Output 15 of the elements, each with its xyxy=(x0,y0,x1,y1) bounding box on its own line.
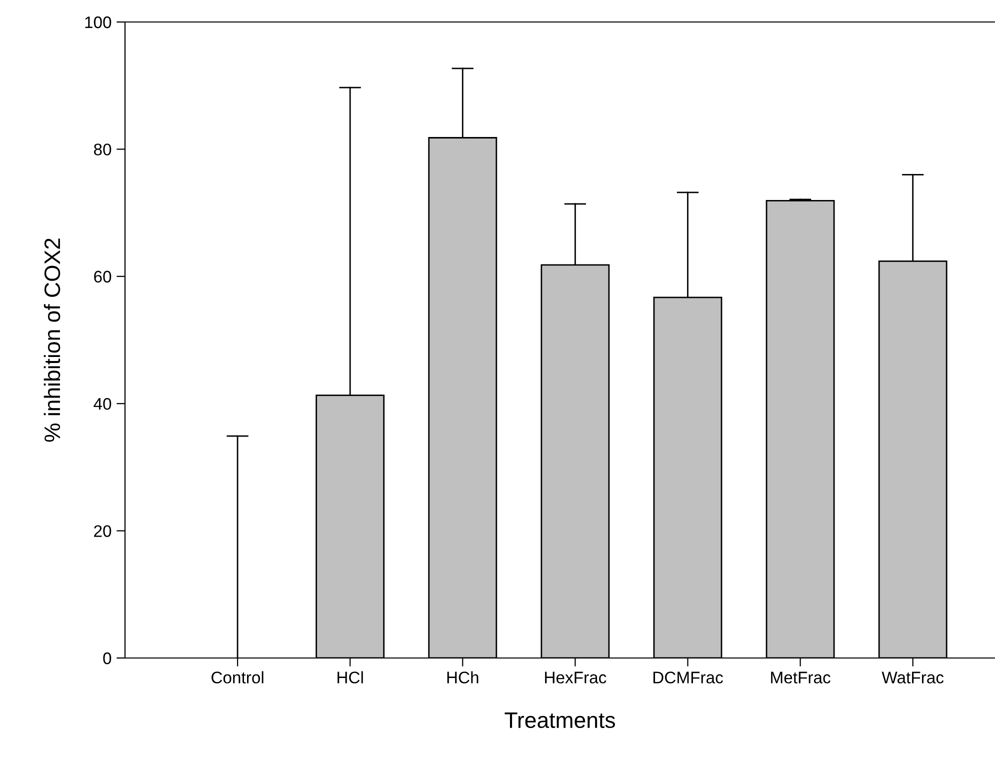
x-tick-label: WatFrac xyxy=(882,672,944,684)
y-tick-label: 40 xyxy=(94,398,112,410)
x-tick-label: DCMFrac xyxy=(653,672,723,684)
x-tick-label: MetFrac xyxy=(771,672,830,684)
y-tick-label: 0 xyxy=(103,652,112,664)
y-tick-label: 60 xyxy=(94,270,112,283)
y-tick-label: 100 xyxy=(85,16,112,28)
y-axis-title: % inhibition of COX2 xyxy=(44,238,60,442)
y-tick-label: 20 xyxy=(94,525,112,538)
x-tick-label: Control xyxy=(212,671,264,684)
x-tick-label: HCl xyxy=(338,671,363,684)
x-axis-title: Treatments xyxy=(504,712,615,728)
x-tick-label: HexFrac xyxy=(545,672,606,684)
y-tick-label: 80 xyxy=(94,144,112,156)
x-tick-label: HCh xyxy=(447,671,478,684)
